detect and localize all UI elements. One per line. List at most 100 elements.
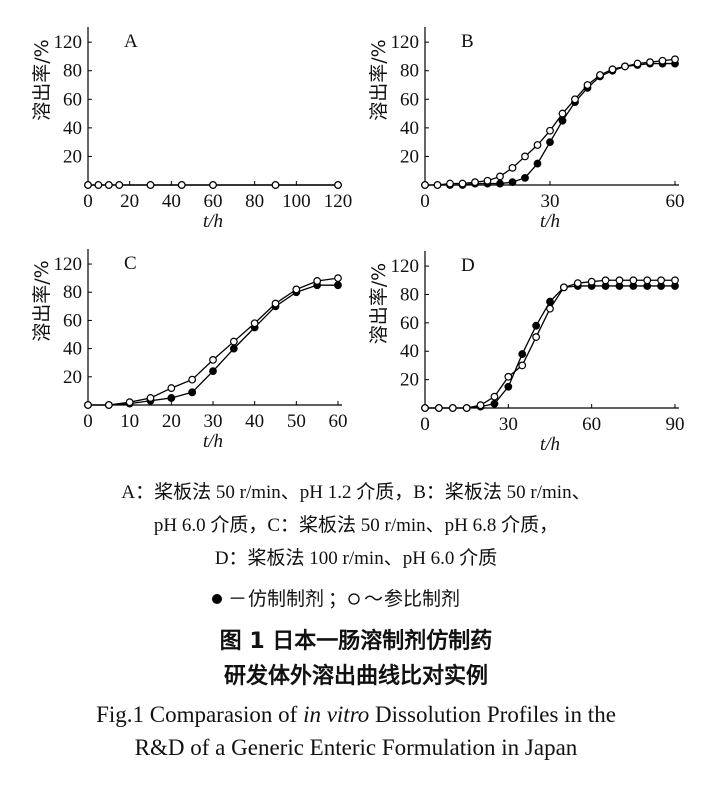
data-point [167, 384, 176, 392]
title-cn: 研发体外溶出曲线比对实例 [224, 663, 488, 689]
data-point [433, 181, 442, 189]
data-point [596, 71, 604, 79]
data-point [546, 126, 554, 135]
data-point [583, 81, 592, 89]
panel-label: C [124, 253, 137, 274]
legend-label: 仿制制剂 [248, 588, 324, 610]
data-point [104, 401, 113, 409]
x-tick-label: 30 [204, 411, 223, 432]
y-axis-label: 溶出率/% [31, 260, 53, 341]
caption-line: pH 6.0 介质，C：桨板法 50 r/min、pH 6.8 介质， [154, 514, 558, 536]
y-tick-label: 80 [63, 61, 82, 82]
y-tick-label: 60 [400, 89, 419, 110]
data-point [490, 399, 499, 408]
x-tick-label: 50 [287, 411, 306, 432]
data-point [104, 181, 113, 189]
legend-marker [348, 593, 360, 605]
y-axis-label: 溶出率/% [368, 263, 390, 344]
data-point [446, 179, 454, 188]
data-point [558, 116, 567, 125]
legend-marker [212, 594, 222, 604]
y-tick-label: 60 [63, 89, 82, 110]
panel: 20 40 60 80 120 0 20 40 60 80 100 120 t/h 溶出率/% A [31, 27, 352, 232]
data-point [633, 59, 642, 68]
data-point [571, 95, 579, 104]
x-axis-label: t/h [203, 211, 223, 232]
y-tick-label: 120 [391, 32, 420, 53]
panel-label: D [461, 255, 475, 276]
x-tick-label: 30 [499, 414, 518, 435]
title-en-part: Dissolution Profiles in the [369, 702, 616, 727]
legend-sep: － [228, 589, 247, 610]
y-axis-label: 溶出率/% [368, 39, 390, 120]
data-point [471, 178, 479, 187]
title-en-part: Fig.1 Comparasion of [96, 702, 303, 727]
data-point [518, 350, 527, 358]
y-tick-label: 120 [391, 256, 420, 277]
data-point [671, 55, 679, 64]
series-line [425, 62, 675, 186]
y-tick-label: 60 [400, 313, 419, 334]
panel: 20 40 60 80 120 0 30 60 90 t/h 溶出率/% D [368, 251, 685, 455]
data-point [334, 281, 342, 290]
data-point [271, 299, 280, 308]
caption-line: A：桨板法 50 r/min、pH 1.2 介质，B：桨板法 50 r/min、 [121, 481, 590, 503]
data-point [334, 181, 342, 189]
y-tick-label: 20 [63, 146, 82, 167]
data-point [167, 394, 176, 402]
data-point [615, 276, 624, 285]
x-axis-label: t/h [540, 434, 560, 455]
data-point [209, 355, 217, 364]
data-point [313, 277, 322, 285]
data-point [587, 277, 596, 286]
legend-sep: ～ [364, 589, 383, 610]
x-tick-label: 60 [666, 191, 685, 212]
panel: 20 40 60 80 120 0 30 60 t/h 溶出率/% B [368, 27, 685, 232]
data-point [125, 398, 134, 407]
data-point [250, 319, 259, 328]
x-tick-label: 0 [420, 191, 430, 212]
x-tick-label: 0 [420, 414, 430, 435]
panel: 20 40 60 80 120 0 10 20 30 40 50 60 t/h 溶出率/% C [31, 249, 348, 452]
panel-label: A [124, 31, 138, 52]
y-tick-label: 20 [400, 370, 419, 391]
x-tick-label: 20 [162, 411, 181, 432]
x-tick-label: 20 [120, 191, 139, 212]
data-point [177, 181, 186, 189]
data-point [646, 58, 654, 67]
x-tick-label: 0 [83, 191, 93, 212]
data-point [209, 367, 217, 376]
series-line [88, 284, 338, 406]
data-point [209, 181, 217, 189]
x-tick-label: 40 [162, 191, 181, 212]
data-point [608, 65, 617, 74]
title-cn: 图 1 日本一肠溶制剂仿制药 [220, 628, 493, 654]
x-tick-label: 0 [83, 411, 93, 432]
data-point [84, 401, 92, 409]
legend-sep: ； [328, 588, 347, 610]
title-en: R&D of a Generic Enteric Formulation in … [135, 735, 578, 760]
data-point [483, 176, 492, 185]
data-point [292, 285, 301, 294]
caption-line: D：桨板法 100 r/min、pH 6.0 介质 [215, 547, 497, 569]
data-point [559, 283, 568, 292]
data-point [496, 172, 504, 181]
y-tick-label: 40 [400, 118, 419, 139]
data-point [508, 163, 517, 172]
data-point [188, 388, 197, 397]
x-tick-label: 90 [666, 414, 685, 435]
data-point [573, 279, 582, 288]
data-point [521, 152, 529, 161]
x-tick-label: 120 [324, 191, 353, 212]
data-point [271, 181, 280, 189]
data-point [94, 181, 103, 189]
data-point [533, 159, 542, 168]
data-point [521, 173, 529, 182]
y-tick-label: 80 [63, 282, 82, 303]
data-point [508, 178, 517, 187]
data-point [601, 276, 610, 285]
data-point [421, 181, 429, 189]
data-point [188, 375, 197, 384]
data-point [229, 344, 238, 353]
